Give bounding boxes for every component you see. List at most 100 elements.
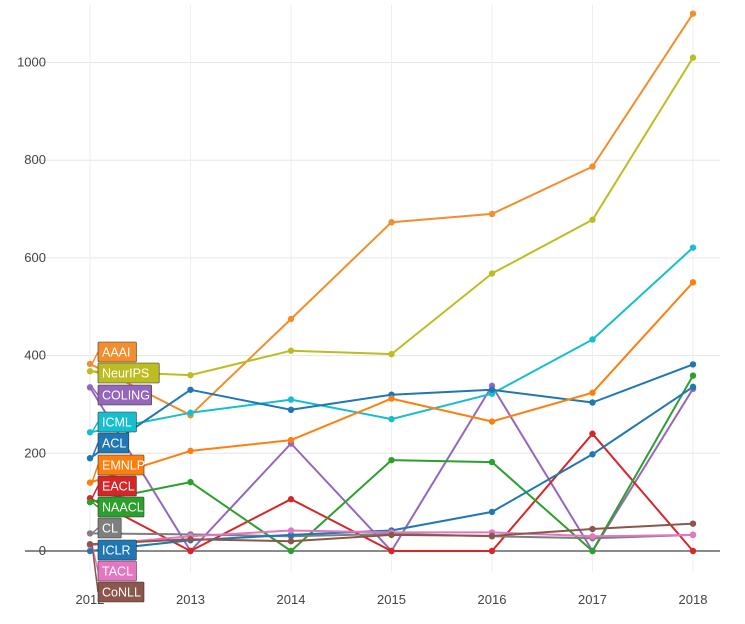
legend-text: CoNLL <box>102 586 141 600</box>
legend-box <box>97 475 137 497</box>
legend-label-tacl: TACL <box>91 544 137 582</box>
data-point-eacl[interactable] <box>689 547 697 555</box>
data-point-eacl[interactable] <box>287 496 295 503</box>
data-point-acl[interactable] <box>589 399 596 406</box>
x-axis-ticks: 2012 2013 2014 2015 2016 2017 2018 <box>76 592 708 607</box>
data-point-naacl[interactable] <box>488 458 496 466</box>
data-point-eacl[interactable] <box>187 547 194 555</box>
legend-leader-line <box>91 527 99 534</box>
data-point-icml[interactable] <box>86 429 94 436</box>
data-point-neurips[interactable] <box>86 368 94 375</box>
legend-box <box>97 581 145 603</box>
data-point-aaai[interactable] <box>86 360 94 368</box>
data-point-acl[interactable] <box>86 454 94 462</box>
data-point-eacl[interactable] <box>388 547 395 555</box>
data-point-neurips[interactable] <box>488 270 496 277</box>
data-point-iclr[interactable] <box>589 451 596 458</box>
data-point-acl[interactable] <box>488 386 496 393</box>
y-tick-label: 400 <box>24 348 46 363</box>
data-point-neurips[interactable] <box>388 350 395 358</box>
data-point-naacl[interactable] <box>589 547 596 555</box>
data-point-naacl[interactable] <box>187 478 194 486</box>
legend-text: CL <box>102 522 118 536</box>
legend-box <box>97 432 130 454</box>
data-point-emnlp[interactable] <box>388 395 395 402</box>
legend-text: COLING <box>102 389 150 403</box>
data-point-conll[interactable] <box>287 538 295 545</box>
y-tick-label: 0 <box>39 543 46 558</box>
data-point-naacl[interactable] <box>287 547 295 555</box>
data-point-aaai[interactable] <box>388 219 395 226</box>
legend-text: TACL <box>102 565 133 579</box>
data-point-icml[interactable] <box>388 415 395 423</box>
legend-label-naacl: NAACL <box>91 496 145 518</box>
data-point-conll[interactable] <box>589 525 596 533</box>
data-point-eacl[interactable] <box>589 430 596 437</box>
data-point-emnlp[interactable] <box>488 418 496 425</box>
legend-box <box>97 362 160 384</box>
data-point-iclr[interactable] <box>287 531 295 539</box>
data-point-emnlp[interactable] <box>589 389 596 396</box>
y-tick-label: 800 <box>24 152 46 167</box>
data-point-emnlp[interactable] <box>287 436 295 444</box>
data-point-acl[interactable] <box>187 386 194 393</box>
data-point-conll[interactable] <box>388 531 395 539</box>
data-point-icml[interactable] <box>287 396 295 403</box>
legend-box <box>97 454 145 476</box>
data-point-conll[interactable] <box>187 536 194 543</box>
x-tick-label: 2014 <box>277 592 306 607</box>
data-point-iclr[interactable] <box>86 547 94 555</box>
legend-label-conll: CoNLL <box>91 544 145 603</box>
data-point-tacl[interactable] <box>287 527 295 534</box>
data-point-naacl[interactable] <box>689 372 697 379</box>
legend-label-neurips: NeurIPS <box>91 362 160 384</box>
legend-box <box>97 341 137 363</box>
legend-leader-line <box>91 544 99 593</box>
data-point-coling[interactable] <box>86 384 94 391</box>
legend-text: NAACL <box>102 501 144 515</box>
x-tick-label: 2018 <box>679 592 708 607</box>
data-point-conll[interactable] <box>689 520 697 527</box>
legend-leader-line <box>91 501 99 508</box>
data-point-iclr[interactable] <box>488 508 496 516</box>
legend-label-acl: ACL <box>91 432 130 459</box>
data-point-icml[interactable] <box>187 409 194 416</box>
legend-leader-line <box>91 351 99 365</box>
data-point-neurips[interactable] <box>287 347 295 354</box>
y-axis-ticks: 0 200 400 600 800 1000 <box>17 55 46 559</box>
legend: AAAI NeurIPS COLING ICML ACL EMNLP EACL NAACL CL… <box>91 341 160 603</box>
data-point-aaai[interactable] <box>589 163 596 170</box>
data-point-emnlp[interactable] <box>689 279 697 286</box>
data-point-naacl[interactable] <box>86 498 94 506</box>
legend-box <box>97 539 137 561</box>
data-point-aaai[interactable] <box>287 315 295 323</box>
data-point-icml[interactable] <box>589 336 596 343</box>
data-point-aaai[interactable] <box>488 210 496 218</box>
legend-box <box>97 384 152 406</box>
data-point-neurips[interactable] <box>589 216 596 223</box>
legend-leader-line <box>91 386 99 396</box>
data-point-emnlp[interactable] <box>187 447 194 455</box>
legend-text: ICML <box>102 416 132 430</box>
data-point-naacl[interactable] <box>388 456 395 464</box>
legend-text: AAAI <box>102 346 131 360</box>
data-point-icml[interactable] <box>689 244 697 251</box>
data-point-eacl[interactable] <box>488 547 496 555</box>
data-point-tacl[interactable] <box>689 531 697 539</box>
data-point-cl[interactable] <box>86 530 94 537</box>
legend-leader-line <box>91 442 99 459</box>
data-point-neurips[interactable] <box>689 54 697 61</box>
x-tick-label: 2017 <box>578 592 607 607</box>
data-point-iclr[interactable] <box>689 383 697 391</box>
legend-label-eacl: EACL <box>91 475 137 499</box>
legend-leader-line <box>91 370 99 374</box>
data-point-acl[interactable] <box>689 361 697 368</box>
data-point-conll[interactable] <box>488 532 496 540</box>
data-point-tacl[interactable] <box>589 533 596 540</box>
x-tick-label: 2013 <box>176 592 205 607</box>
data-point-aaai[interactable] <box>689 10 697 17</box>
data-point-acl[interactable] <box>287 406 295 414</box>
data-point-neurips[interactable] <box>187 371 194 379</box>
data-point-emnlp[interactable] <box>86 479 94 486</box>
